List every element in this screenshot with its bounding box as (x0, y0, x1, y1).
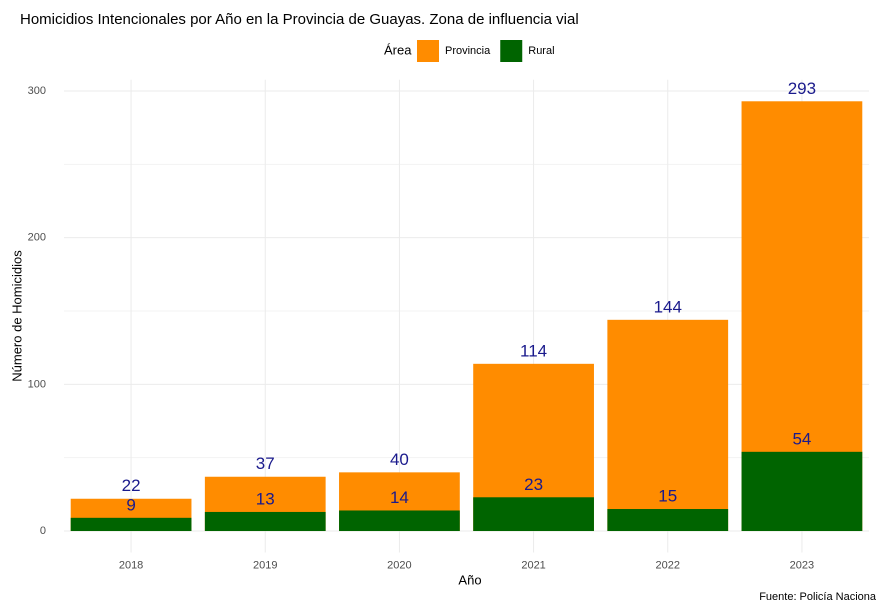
legend-label: Provincia (445, 45, 491, 57)
legend-swatch (417, 40, 439, 62)
data-label: 9 (126, 495, 135, 514)
data-label: 114 (520, 341, 547, 360)
x-tick-label: 2018 (119, 559, 143, 571)
data-label: 40 (390, 450, 409, 469)
data-label: 15 (658, 486, 677, 505)
data-label: 23 (524, 475, 543, 494)
bar (70, 517, 192, 532)
data-label: 293 (788, 79, 816, 98)
y-tick-label: 300 (28, 85, 46, 97)
x-tick-label: 2020 (387, 559, 411, 571)
y-tick-label: 100 (28, 378, 46, 390)
x-tick-label: 2021 (521, 559, 545, 571)
legend-swatch (500, 40, 523, 62)
data-label: 54 (792, 429, 811, 448)
bar (741, 451, 863, 532)
bar (473, 497, 594, 532)
data-label: 13 (256, 489, 275, 508)
bar (339, 510, 460, 532)
y-tick-label: 0 (40, 525, 46, 537)
x-tick-label: 2019 (253, 559, 277, 571)
bar (607, 509, 729, 532)
data-label: 14 (390, 488, 409, 507)
caption: Fuente: Policía Naciona (759, 591, 877, 603)
bar (607, 319, 729, 532)
y-axis-label: Número de Homicidios (9, 250, 24, 382)
data-label: 144 (654, 297, 682, 316)
data-label: 22 (122, 476, 141, 495)
legend-label: Rural (528, 45, 554, 57)
legend-title: Área (384, 42, 412, 57)
data-label: 37 (256, 454, 275, 473)
bar (204, 511, 326, 532)
x-axis-label: Año (458, 572, 481, 587)
x-tick-label: 2023 (790, 559, 814, 571)
x-tick-label: 2022 (656, 559, 680, 571)
chart-title: Homicidios Intencionales por Año en la P… (20, 11, 579, 28)
y-tick-label: 200 (28, 232, 46, 244)
